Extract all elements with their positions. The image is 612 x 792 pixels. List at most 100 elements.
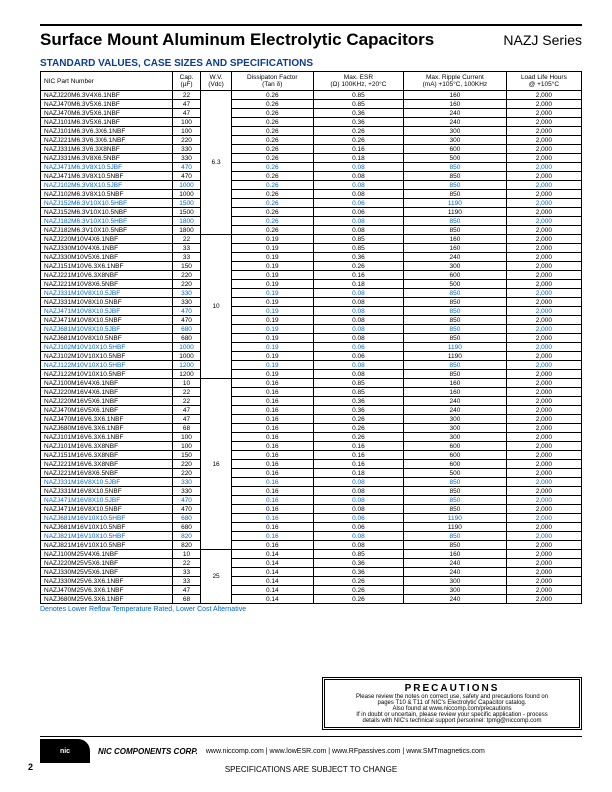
table-row: NAZJ151M10V6.3X6.1NBF1500.190.263002,000 (41, 262, 582, 271)
table-row: NAZJ101M16V6.3X6.1NBF1000.160.263002,000 (41, 433, 582, 442)
spec-change-notice: SPECIFICATIONS ARE SUBJECT TO CHANGE (40, 765, 582, 774)
part-number: NAZJ471M16V8X10.5NBF (41, 505, 173, 514)
table-row: NAZJ100M16V4X6.1NBF10160.160.851602,000 (41, 379, 582, 388)
table-row: NAZJ151M16V6.3X8NBF1500.160.166002,000 (41, 451, 582, 460)
series-label: NAZJ Series (503, 32, 582, 48)
part-number: NAZJ151M10V6.3X6.1NBF (41, 262, 173, 271)
table-row: NAZJ681M10V8X10.5JBF6800.190.088502,000 (41, 325, 582, 334)
part-number: NAZJ681M10V8X10.5JBF (41, 325, 173, 334)
table-row: NAZJ220M16V5X6.1NBF220.160.362402,000 (41, 397, 582, 406)
part-number: NAZJ102M6.3V8X10.5JBF (41, 181, 173, 190)
part-number: NAZJ331M6.3V8X6.5NBF (41, 154, 173, 163)
table-row: NAZJ330M10V5X6.1NBF330.190.362402,000 (41, 253, 582, 262)
part-number: NAZJ681M16V10X10.5HBF (41, 514, 173, 523)
table-row: NAZJ221M16V6.3X8NBF2200.160.166002,000 (41, 460, 582, 469)
nic-logo: nic (40, 739, 90, 763)
table-row: NAZJ102M6.3V8X10.5JBF10000.260.088502,00… (41, 181, 582, 190)
table-row: NAZJ681M16V10X10.5NBF6800.160.0611902,00… (41, 523, 582, 532)
part-number: NAZJ331M10V8X10.5JBF (41, 289, 173, 298)
table-row: NAZJ102M10V10X10.5HBF10000.190.0611902,0… (41, 343, 582, 352)
page-header: Surface Mount Aluminum Electrolytic Capa… (40, 24, 582, 50)
table-row: NAZJ470M25V6.3X6.1NBF470.140.263002,000 (41, 586, 582, 595)
part-number: NAZJ330M10V4X6.1NBF (41, 244, 173, 253)
part-number: NAZJ102M10V10X10.5HBF (41, 343, 173, 352)
part-number: NAZJ471M10V8X10.5JBF (41, 307, 173, 316)
table-row: NAZJ102M10V10X10.5NBF10000.190.0611902,0… (41, 352, 582, 361)
part-number: NAZJ471M10V8X10.5NBF (41, 316, 173, 325)
part-number: NAZJ220M16V5X6.1NBF (41, 397, 173, 406)
part-number: NAZJ821M16V10X10.5HBF (41, 532, 173, 541)
table-row: NAZJ331M6.3V8X6.5NBF3300.260.185002,000 (41, 154, 582, 163)
part-number: NAZJ330M10V5X6.1NBF (41, 253, 173, 262)
precautions-title: PRECAUTIONS (333, 683, 571, 694)
column-header: Max. Ripple Current(mA) +105°C, 100KHz (404, 72, 507, 91)
table-row: NAZJ101M16V6.3X8NBF1000.160.166002,000 (41, 442, 582, 451)
part-number: NAZJ681M10V8X10.5NBF (41, 334, 173, 343)
table-row: NAZJ102M6.3V8X10.5NBF10000.260.088502,00… (41, 190, 582, 199)
table-row: NAZJ152M6.3V10X10.5NBF15000.260.0611902,… (41, 208, 582, 217)
table-row: NAZJ152M6.3V10X10.5HBF15000.260.0611902,… (41, 199, 582, 208)
part-number: NAZJ470M25V6.3X6.1NBF (41, 586, 173, 595)
table-row: NAZJ122M10V10X10.5NBF12000.190.088502,00… (41, 370, 582, 379)
page-footer: PRECAUTIONS Please review the notes on c… (40, 677, 582, 774)
table-row: NAZJ220M10V4X6.1NBF22100.190.851602,000 (41, 235, 582, 244)
corp-name: NIC COMPONENTS CORP. (98, 747, 198, 756)
part-number: NAZJ680M16V6.3X6.1NBF (41, 424, 173, 433)
part-number: NAZJ101M6.3V6.3X6.1NBF (41, 127, 173, 136)
table-row: NAZJ470M16V6.3X6.1NBF470.160.263002,000 (41, 415, 582, 424)
table-row: NAZJ470M16V5X6.1NBF470.160.362402,000 (41, 406, 582, 415)
part-number: NAZJ151M16V6.3X8NBF (41, 451, 173, 460)
part-number: NAZJ101M16V6.3X8NBF (41, 442, 173, 451)
table-row: NAZJ471M10V8X10.5NBF4700.190.088502,000 (41, 316, 582, 325)
part-number: NAZJ331M16V8X10.5JBF (41, 478, 173, 487)
part-number: NAZJ821M16V10X10.5NBF (41, 541, 173, 550)
wv-cell: 6.3 (201, 91, 231, 235)
part-number: NAZJ100M25V4X6.1NBF (41, 550, 173, 559)
table-row: NAZJ681M16V10X10.5HBF6800.160.0611902,00… (41, 514, 582, 523)
part-number: NAZJ102M6.3V8X10.5NBF (41, 190, 173, 199)
part-number: NAZJ220M10V4X6.1NBF (41, 235, 173, 244)
part-number: NAZJ220M25V5X6.1NBF (41, 559, 173, 568)
table-row: NAZJ221M6.3V6.3X6.1NBF2200.260.263002,00… (41, 136, 582, 145)
part-number: NAZJ471M16V8X10.5JBF (41, 496, 173, 505)
table-row: NAZJ220M25V5X6.1NBF220.140.362402,000 (41, 559, 582, 568)
table-row: NAZJ122M10V10X10.5HBF12000.190.088502,00… (41, 361, 582, 370)
table-row: NAZJ221M10V8X6.5NBF2200.190.185002,000 (41, 280, 582, 289)
footnote: Denotes Lower Reflow Temperature Rated, … (40, 606, 582, 613)
table-row: NAZJ680M25V6.3X6.1NBF680.140.262402,000 (41, 595, 582, 604)
table-row: NAZJ331M10V8X10.5JBF3300.190.088502,000 (41, 289, 582, 298)
table-row: NAZJ471M6.3V8X10.5JBF4700.260.088502,000 (41, 163, 582, 172)
part-number: NAZJ102M10V10X10.5NBF (41, 352, 173, 361)
table-row: NAZJ821M16V10X10.5NBF8200.160.088502,000 (41, 541, 582, 550)
part-number: NAZJ122M10V10X10.5NBF (41, 370, 173, 379)
table-row: NAZJ471M6.3V8X10.5NBF4700.260.088502,000 (41, 172, 582, 181)
table-row: NAZJ821M16V10X10.5HBF8200.160.088502,000 (41, 532, 582, 541)
column-header: NIC Part Number (41, 72, 173, 91)
column-header: Max. ESR(Ω) 100KHz, +20°C (313, 72, 403, 91)
column-header: Dissipaton Factor(Tan δ) (231, 72, 313, 91)
table-row: NAZJ681M10V8X10.5NBF6800.190.088502,000 (41, 334, 582, 343)
table-row: NAZJ182M6.3V10X10.5NBF18000.260.088502,0… (41, 226, 582, 235)
wv-cell: 16 (201, 379, 231, 550)
part-number: NAZJ470M16V5X6.1NBF (41, 406, 173, 415)
part-number: NAZJ331M6.3V6.3X8NBF (41, 145, 173, 154)
part-number: NAZJ220M16V4X6.1NBF (41, 388, 173, 397)
part-number: NAZJ331M10V8X10.5NBF (41, 298, 173, 307)
part-number: NAZJ680M25V6.3X6.1NBF (41, 595, 173, 604)
table-row: NAZJ220M6.3V4X6.1NBF226.30.260.851602,00… (41, 91, 582, 100)
table-row: NAZJ331M10V8X10.5NBF3300.190.088502,000 (41, 298, 582, 307)
part-number: NAZJ182M6.3V10X10.5NBF (41, 226, 173, 235)
part-number: NAZJ330M25V5X6.1NBF (41, 568, 173, 577)
column-header: Cap.(µF) (172, 72, 201, 91)
part-number: NAZJ221M16V8X6.5NBF (41, 469, 173, 478)
table-row: NAZJ220M16V4X6.1NBF220.160.851602,000 (41, 388, 582, 397)
precautions-box: PRECAUTIONS Please review the notes on c… (322, 677, 582, 730)
table-row: NAZJ331M16V8X10.5NBF3300.160.088502,000 (41, 487, 582, 496)
table-row: NAZJ330M25V6.3X6.1NBF330.140.263002,000 (41, 577, 582, 586)
part-number: NAZJ100M16V4X6.1NBF (41, 379, 173, 388)
part-number: NAZJ152M6.3V10X10.5HBF (41, 199, 173, 208)
subtitle: STANDARD VALUES, CASE SIZES AND SPECIFIC… (40, 58, 582, 69)
table-row: NAZJ331M6.3V6.3X8NBF3300.260.166002,000 (41, 145, 582, 154)
part-number: NAZJ220M6.3V4X6.1NBF (41, 91, 173, 100)
table-row: NAZJ470M6.3V5X6.1NBF470.260.362402,000 (41, 109, 582, 118)
